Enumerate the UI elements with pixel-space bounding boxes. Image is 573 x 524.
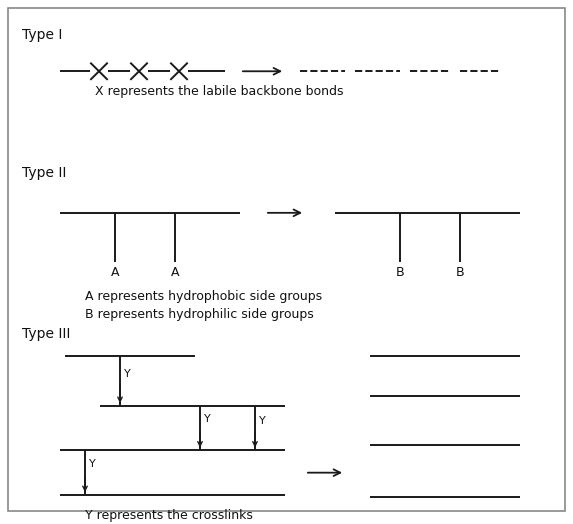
Text: Y represents the crosslinks: Y represents the crosslinks — [85, 509, 253, 522]
Text: X represents the labile backbone bonds: X represents the labile backbone bonds — [95, 85, 343, 98]
Text: Y: Y — [124, 369, 131, 379]
Text: B represents hydrophilic side groups: B represents hydrophilic side groups — [85, 308, 314, 321]
Text: B: B — [456, 266, 464, 279]
Text: Y: Y — [204, 414, 211, 424]
Text: Y: Y — [89, 458, 96, 469]
Text: A represents hydrophobic side groups: A represents hydrophobic side groups — [85, 290, 322, 303]
Text: A: A — [171, 266, 179, 279]
Text: Type II: Type II — [22, 166, 66, 180]
Text: A: A — [111, 266, 119, 279]
Text: B: B — [396, 266, 405, 279]
Text: Y: Y — [259, 417, 266, 427]
Text: Type III: Type III — [22, 326, 70, 341]
Text: Type I: Type I — [22, 28, 62, 42]
